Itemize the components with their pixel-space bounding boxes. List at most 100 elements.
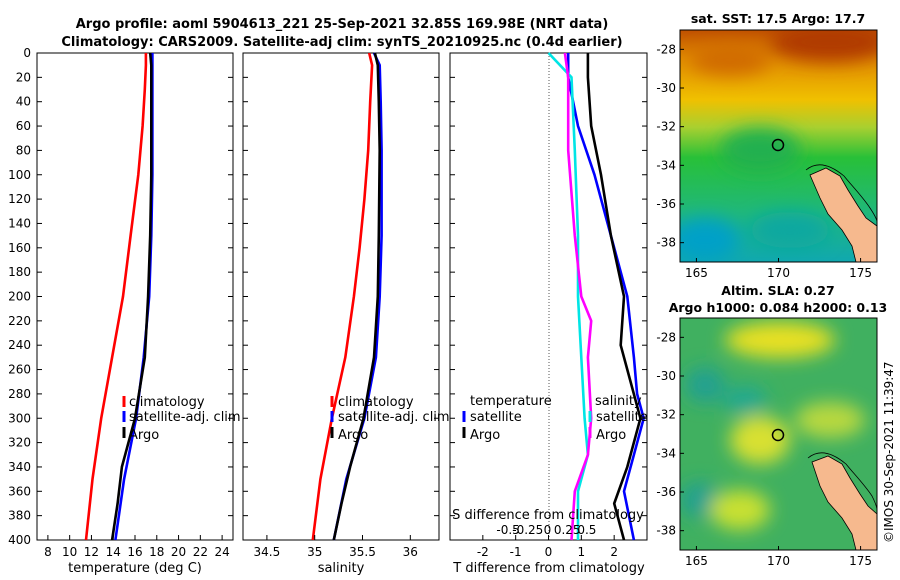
legend-climatology-label: climatology xyxy=(129,395,205,410)
y-tick-label: 60 xyxy=(16,119,31,133)
temperature-xlabel: temperature (deg C) xyxy=(68,561,202,576)
sst-cyan-patch xyxy=(680,218,740,262)
map-x-tick-label: 165 xyxy=(685,554,708,568)
s-tick-label: 0.5 xyxy=(577,523,596,537)
sst-landmass xyxy=(809,167,877,262)
x-tick-label: -2 xyxy=(477,545,489,559)
x-tick-label: 14 xyxy=(106,545,121,559)
legend-argo-label: Argo xyxy=(129,428,159,443)
map-y-tick-label: -38 xyxy=(656,236,676,250)
y-tick-label: 80 xyxy=(16,143,31,157)
sla-argo-marker xyxy=(771,428,785,442)
x-tick-label: 35 xyxy=(307,545,322,559)
series-climatology xyxy=(311,52,374,541)
sla-high-patch xyxy=(730,416,790,464)
legend-satellite-label: satellite xyxy=(596,410,648,425)
sla-high-patch xyxy=(725,322,835,358)
legend-satellite-label: satellite-adj. clim xyxy=(129,410,241,425)
map-y-tick-label: -32 xyxy=(656,120,676,134)
map-x-tick-label: 170 xyxy=(767,554,790,568)
sla-low-patch xyxy=(723,386,767,414)
map-y-tick-label: -32 xyxy=(656,408,676,422)
series-climatology xyxy=(84,53,148,541)
imos-watermark: ©IMOS 30-Sep-2021 11:39:47 xyxy=(882,361,896,543)
y-tick-label: 300 xyxy=(8,411,31,425)
sla-landmass xyxy=(811,455,877,550)
legend-temperature-title: temperature xyxy=(470,394,552,409)
y-tick-label: 220 xyxy=(8,314,31,328)
sla-coastline xyxy=(807,452,877,511)
sla-low-patch xyxy=(680,482,720,518)
legend-argo-label: Argo xyxy=(596,428,626,443)
series-t-argo xyxy=(586,53,642,541)
sst-cyan-patch xyxy=(750,212,830,248)
map-y-tick-label: -36 xyxy=(656,485,676,499)
map-x-tick-label: 170 xyxy=(767,266,790,280)
temperature-axes-frame xyxy=(36,52,234,541)
sst-map: sat. SST: 17.5 Argo: 17.7 165 170 175 -28 -… xyxy=(656,11,878,280)
x-tick-label: 20 xyxy=(171,545,186,559)
legend-satellite-label: satellite-adj. clim xyxy=(338,410,450,425)
salinity-diff-legend: salinity satellite Argo xyxy=(588,394,648,443)
series-argo xyxy=(332,52,382,541)
salinity-axes-frame xyxy=(242,52,440,541)
y-tick-label: 240 xyxy=(8,338,31,352)
y-tick-label: 180 xyxy=(8,265,31,279)
map-y-tick-label: -28 xyxy=(656,42,676,56)
map-y-tick-label: -38 xyxy=(656,524,676,538)
difference-panel: -2 -1 0 1 2 -0.5-0.25 0 0.250.5 T difference f… xyxy=(449,52,648,576)
figure-title: Argo profile: aoml 5904613_221 25-Sep-20… xyxy=(76,17,609,32)
x-tick-label: -1 xyxy=(510,545,522,559)
y-tick-label: 380 xyxy=(8,509,31,523)
y-tick-label: 200 xyxy=(8,290,31,304)
x-tick-label: 8 xyxy=(44,545,52,559)
sla-low-patch xyxy=(685,367,725,403)
x-tick-label: 18 xyxy=(149,545,164,559)
sst-warm-patch xyxy=(690,45,770,75)
y-tick-label: 340 xyxy=(8,460,31,474)
sst-warm-patch xyxy=(770,30,877,62)
t-difference-xlabel: T difference from climatology xyxy=(452,561,645,576)
map-y-tick-label: -28 xyxy=(656,330,676,344)
map-y-tick-label: -34 xyxy=(656,446,676,460)
s-difference-xlabel: S difference from climatology xyxy=(452,508,644,523)
x-tick-label: 0 xyxy=(545,545,553,559)
x-tick-label: 1 xyxy=(578,545,586,559)
sst-coastline xyxy=(805,164,877,223)
s-tick-label: -0.25 xyxy=(512,523,543,537)
x-tick-label: 22 xyxy=(193,545,208,559)
legend-salinity-title: salinity xyxy=(595,394,642,409)
map-x-tick-label: 165 xyxy=(685,266,708,280)
series-s-argo xyxy=(563,52,593,541)
sst-map-title: sat. SST: 17.5 Argo: 17.7 xyxy=(691,11,865,26)
map-y-tick-label: -30 xyxy=(656,369,676,383)
series-s-satellite xyxy=(547,52,590,540)
temperature-diff-legend: temperature satellite Argo xyxy=(462,394,552,443)
y-tick-label: 0 xyxy=(23,46,31,60)
figure-subtitle: Climatology: CARS2009. Satellite-adj cli… xyxy=(61,35,622,50)
y-tick-label: 140 xyxy=(8,216,31,230)
s-tick-label: 0.25 xyxy=(554,523,581,537)
sla-high-patch xyxy=(795,402,865,438)
y-tick-label: 260 xyxy=(8,363,31,377)
x-tick-label: 34.5 xyxy=(254,545,281,559)
temperature-legend: climatology satellite-adj. clim Argo xyxy=(122,395,241,443)
sla-map-subtitle: Argo h1000: 0.084 h2000: 0.13 xyxy=(669,300,888,315)
legend-argo-label: Argo xyxy=(470,428,500,443)
sst-argo-marker xyxy=(771,138,785,152)
y-tick-label: 100 xyxy=(8,168,31,182)
y-tick-label: 360 xyxy=(8,484,31,498)
legend-climatology-label: climatology xyxy=(338,395,414,410)
x-tick-label: 36 xyxy=(403,545,418,559)
map-y-tick-label: -30 xyxy=(656,81,676,95)
y-tick-label: 280 xyxy=(8,387,31,401)
x-tick-label: 24 xyxy=(214,545,229,559)
map-x-tick-label: 175 xyxy=(849,554,872,568)
x-tick-label: 35.5 xyxy=(349,545,376,559)
sla-map: Altim. SLA: 0.27 Argo h1000: 0.084 h2000… xyxy=(656,283,887,568)
s-tick-label: 0 xyxy=(544,523,552,537)
sla-map-title: Altim. SLA: 0.27 xyxy=(721,283,834,298)
sst-cool-patch xyxy=(720,128,800,172)
y-tick-label: 120 xyxy=(8,192,31,206)
sla-high-patch xyxy=(710,490,770,530)
